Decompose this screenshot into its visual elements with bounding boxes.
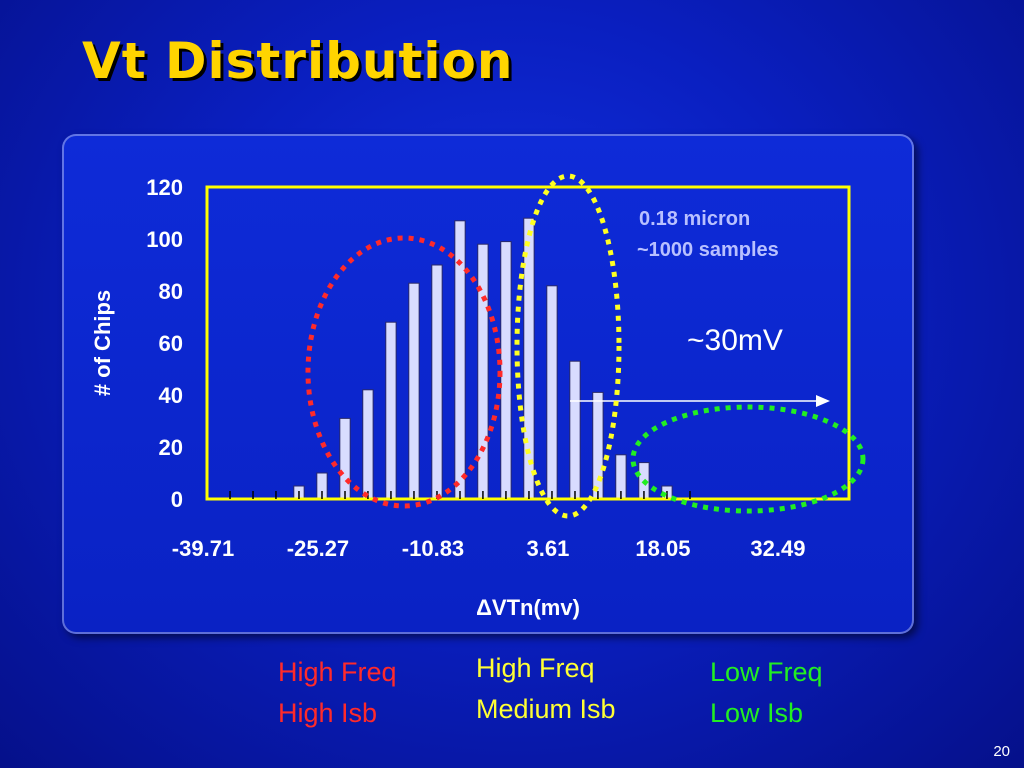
y-tick-label: 100: [146, 227, 183, 252]
y-tick-label: 20: [159, 435, 183, 460]
page-number: 20: [993, 743, 1010, 760]
x-tick-label: -39.71: [172, 536, 234, 561]
y-tick-label: 60: [159, 331, 183, 356]
spread-label: ~30mV: [687, 324, 783, 357]
x-tick-label: 18.05: [635, 536, 690, 561]
low-freq-low-isb-caption: Low Freq Low Isb: [710, 652, 823, 734]
vt-histogram-chart: 0 20 40 60 80 100 120 -39.71 -25.27 -10.83 3.61 18…: [90, 173, 866, 620]
slide-title: Vt Distribution: [82, 32, 514, 90]
histogram-bar: [385, 321, 397, 500]
spread-arrow-head: [816, 395, 830, 407]
low-freq-low-isb-ellipse: [630, 404, 866, 514]
sample-count-label: ~1000 samples: [637, 239, 779, 261]
histogram-bar: [408, 282, 420, 500]
x-tick-label: 32.49: [750, 536, 805, 561]
high-freq-high-isb-ellipse: [305, 235, 503, 509]
y-tick-label: 40: [159, 383, 183, 408]
y-tick-label: 120: [146, 175, 183, 200]
histogram-bar: [431, 264, 443, 500]
histogram-bar: [592, 391, 604, 500]
histogram-bar: [477, 243, 489, 500]
x-tick-label: 3.61: [527, 536, 570, 561]
y-axis-ticks: 0 20 40 60 80 100 120: [146, 175, 183, 512]
y-tick-label: 0: [171, 487, 183, 512]
x-axis-label: ΔVTn(mv): [476, 595, 580, 620]
y-axis-label: # of Chips: [90, 290, 115, 396]
chart-panel: 0 20 40 60 80 100 120 -39.71 -25.27 -10.83 3.61 18…: [62, 134, 914, 634]
caption-freq: High Freq: [278, 657, 397, 687]
histogram-bar: [339, 417, 351, 500]
high-freq-medium-isb-ellipse: [514, 173, 622, 519]
histogram-bar: [546, 285, 558, 500]
caption-isb: High Isb: [278, 698, 378, 728]
histogram-bar: [500, 241, 512, 500]
caption-freq: Low Freq: [710, 657, 823, 687]
y-tick-label: 80: [159, 279, 183, 304]
high-freq-medium-isb-caption: High Freq Medium Isb: [476, 648, 616, 730]
x-tick-label: -10.83: [402, 536, 464, 561]
caption-freq: High Freq: [476, 653, 595, 683]
x-tick-label: -25.27: [287, 536, 349, 561]
x-axis-ticks: -39.71 -25.27 -10.83 3.61 18.05 32.49: [172, 491, 805, 561]
caption-isb: Low Isb: [710, 698, 804, 728]
plot-area-border: [205, 185, 851, 501]
bars-layer: [293, 217, 673, 500]
caption-isb: Medium Isb: [476, 694, 616, 724]
histogram-bar: [523, 217, 535, 500]
process-node-label: 0.18 micron: [639, 208, 750, 230]
histogram-bar: [569, 360, 581, 500]
histogram-bar: [362, 389, 374, 500]
high-freq-high-isb-caption: High Freq High Isb: [278, 652, 397, 734]
